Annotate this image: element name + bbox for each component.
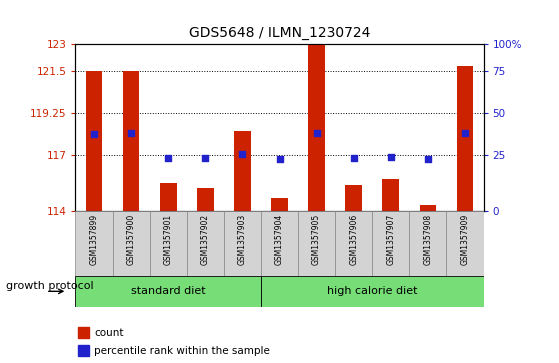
- Point: [238, 151, 247, 157]
- Text: standard diet: standard diet: [131, 286, 206, 296]
- FancyBboxPatch shape: [187, 211, 224, 276]
- Text: GSM1357899: GSM1357899: [89, 214, 98, 265]
- Point: [461, 130, 470, 135]
- Bar: [78, 345, 89, 356]
- Text: GSM1357906: GSM1357906: [349, 214, 358, 265]
- Point: [164, 155, 173, 160]
- Text: growth protocol: growth protocol: [6, 281, 93, 291]
- Bar: [382, 179, 399, 211]
- Text: GSM1357901: GSM1357901: [164, 214, 173, 265]
- Bar: [123, 72, 139, 211]
- FancyBboxPatch shape: [447, 211, 484, 276]
- Text: count: count: [94, 327, 124, 338]
- FancyBboxPatch shape: [224, 211, 261, 276]
- Point: [386, 154, 395, 160]
- Point: [312, 130, 321, 135]
- Bar: [345, 184, 362, 211]
- FancyBboxPatch shape: [298, 211, 335, 276]
- Text: GSM1357909: GSM1357909: [461, 214, 470, 265]
- FancyBboxPatch shape: [150, 211, 187, 276]
- Bar: [234, 131, 251, 211]
- FancyBboxPatch shape: [75, 276, 261, 307]
- Bar: [420, 205, 436, 211]
- FancyBboxPatch shape: [75, 211, 112, 276]
- Bar: [308, 45, 325, 211]
- Bar: [457, 66, 473, 211]
- Text: GSM1357905: GSM1357905: [312, 214, 321, 265]
- Bar: [160, 183, 177, 211]
- Text: GSM1357904: GSM1357904: [275, 214, 284, 265]
- Bar: [271, 197, 288, 211]
- Bar: [78, 327, 89, 338]
- Text: GSM1357903: GSM1357903: [238, 214, 247, 265]
- Point: [89, 131, 98, 136]
- Bar: [197, 188, 214, 211]
- Point: [127, 130, 136, 135]
- Title: GDS5648 / ILMN_1230724: GDS5648 / ILMN_1230724: [189, 26, 370, 40]
- FancyBboxPatch shape: [261, 211, 298, 276]
- Bar: [86, 72, 102, 211]
- FancyBboxPatch shape: [261, 276, 484, 307]
- Text: high calorie diet: high calorie diet: [327, 286, 418, 296]
- Text: percentile rank within the sample: percentile rank within the sample: [94, 346, 270, 356]
- FancyBboxPatch shape: [335, 211, 372, 276]
- FancyBboxPatch shape: [112, 211, 150, 276]
- Point: [423, 156, 432, 162]
- Text: GSM1357902: GSM1357902: [201, 214, 210, 265]
- FancyBboxPatch shape: [372, 211, 409, 276]
- Text: GSM1357907: GSM1357907: [386, 214, 395, 265]
- Text: GSM1357908: GSM1357908: [423, 214, 433, 265]
- FancyBboxPatch shape: [409, 211, 447, 276]
- Point: [201, 155, 210, 161]
- Point: [349, 155, 358, 161]
- Text: GSM1357900: GSM1357900: [126, 214, 136, 265]
- Point: [275, 156, 284, 162]
